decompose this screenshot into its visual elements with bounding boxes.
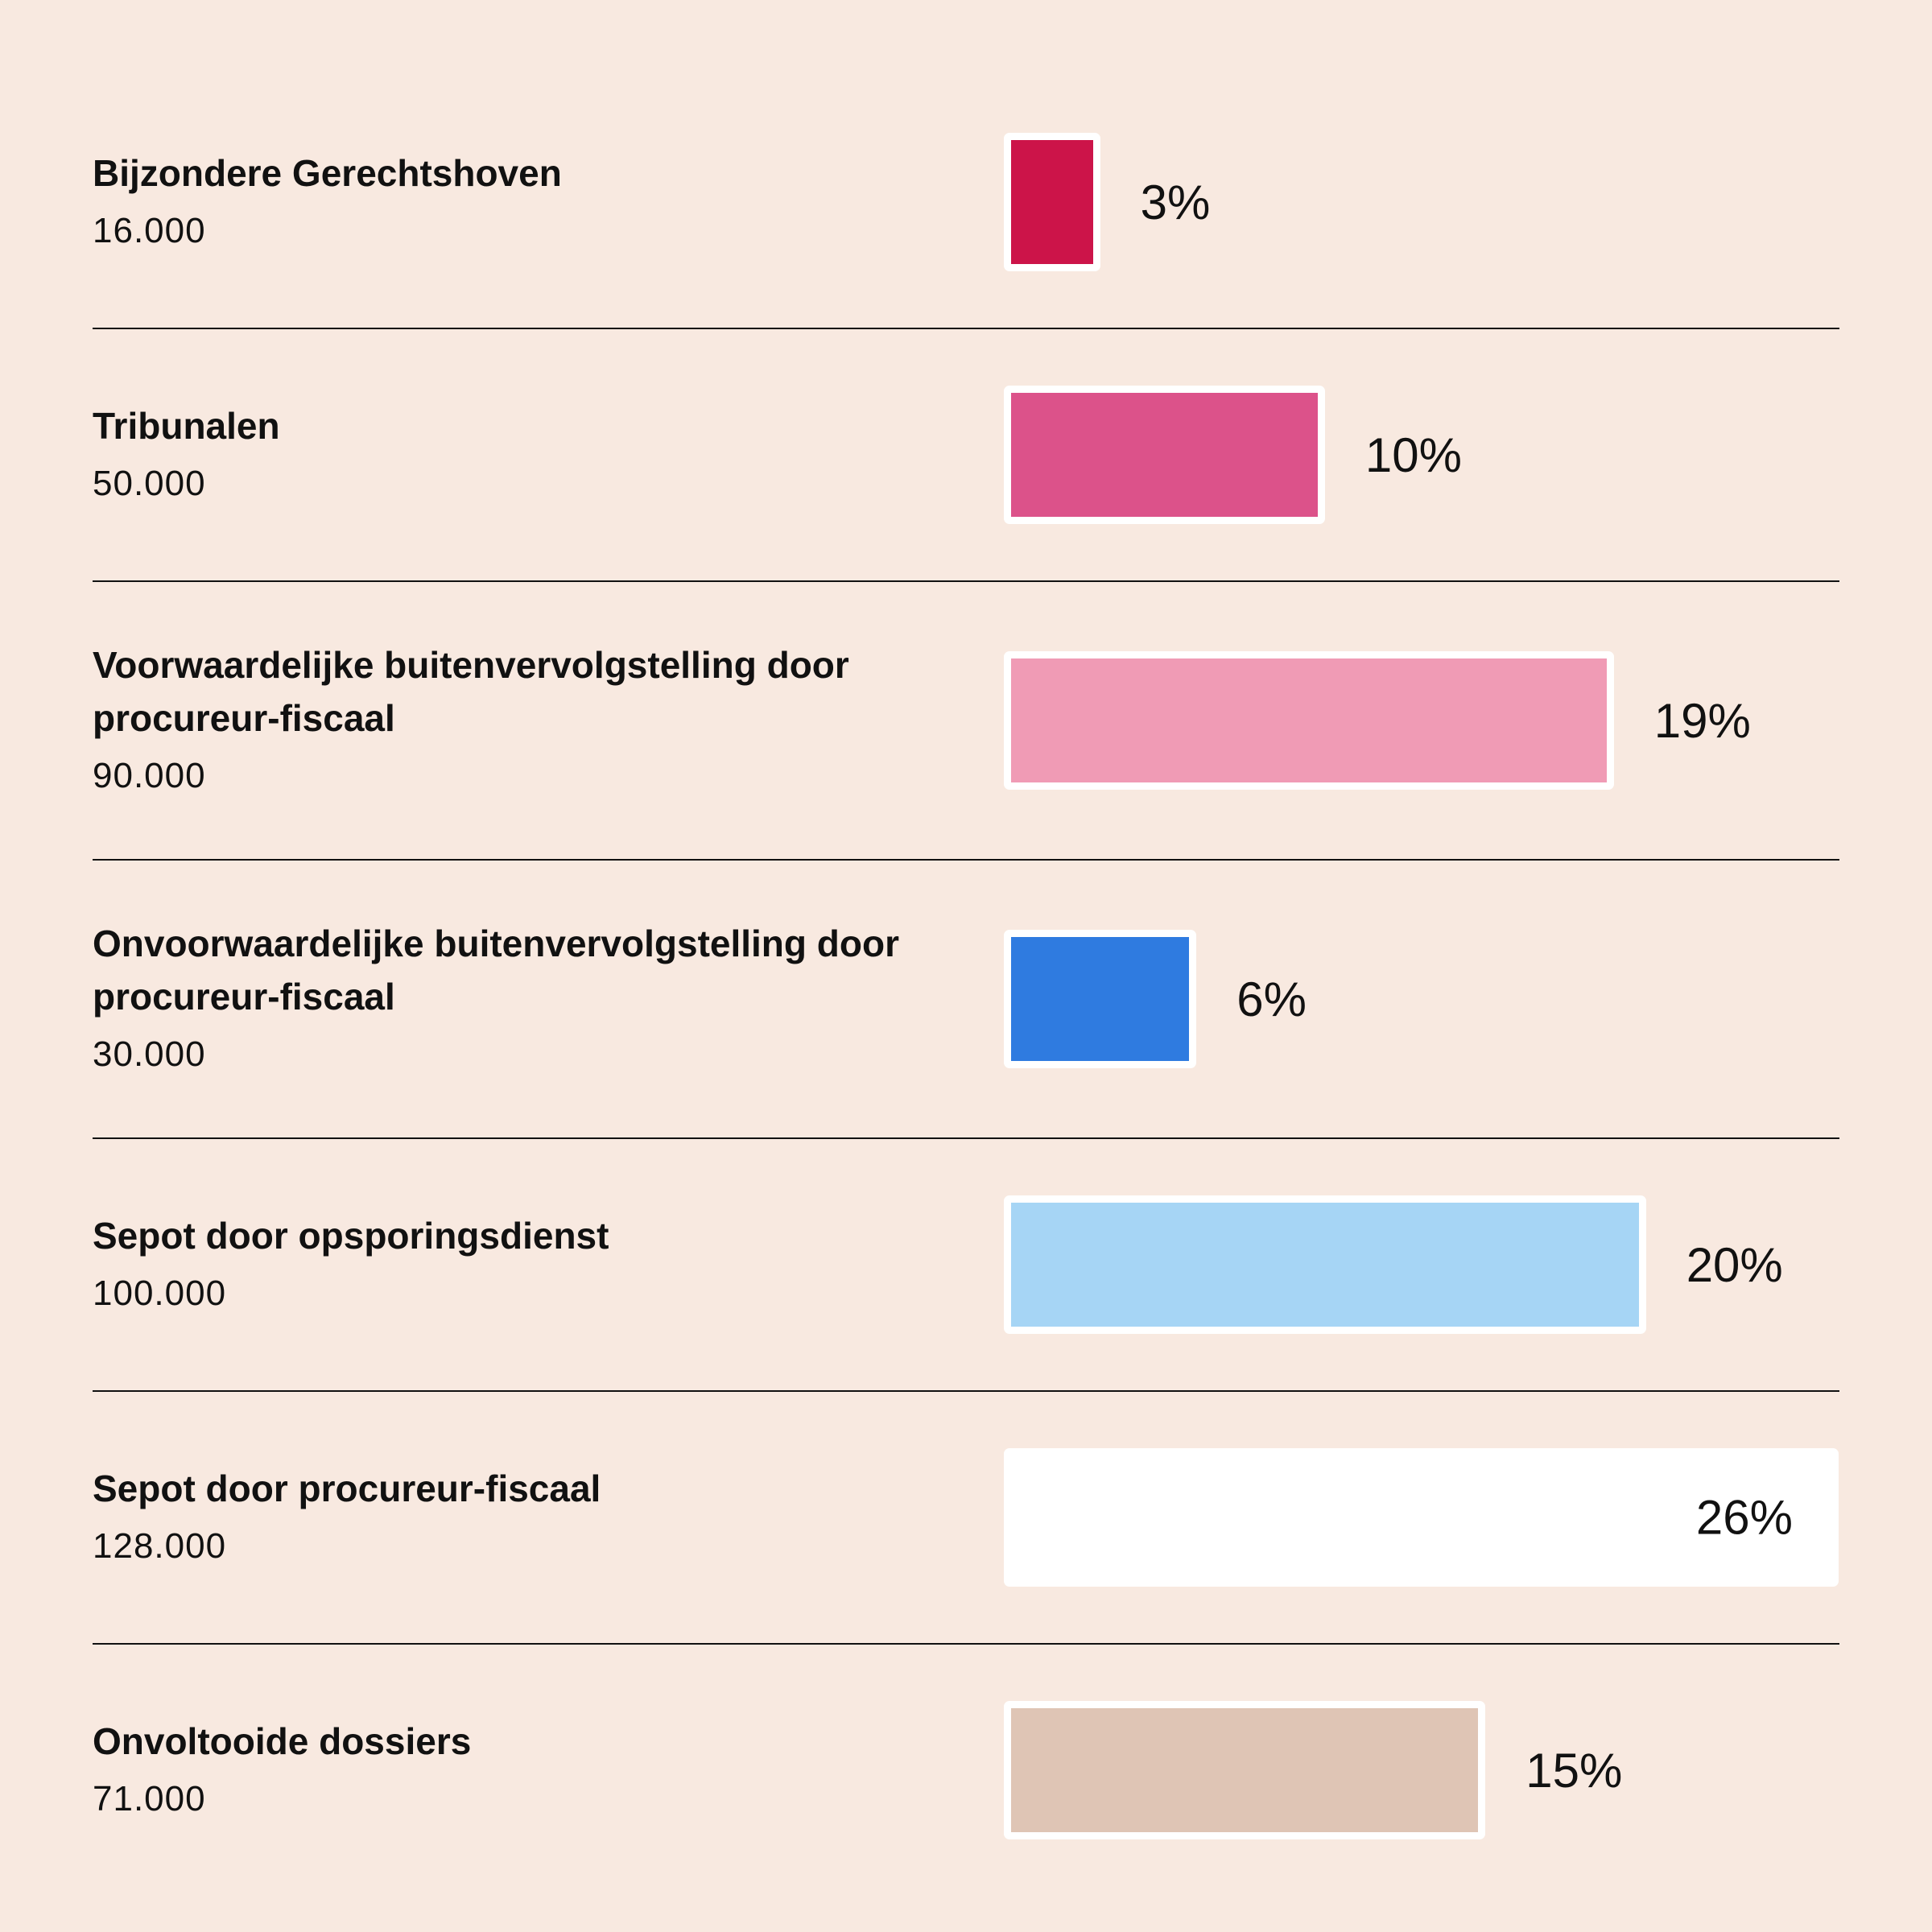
value-label: 6%	[1236, 972, 1307, 1026]
bar-area: 20%	[1004, 1195, 1839, 1334]
row: Voorwaardelijke buitenvervolgstelling do…	[93, 580, 1839, 859]
category-label: Sepot door procureur-fiscaal	[93, 1468, 601, 1509]
bar: 26%	[1004, 1448, 1839, 1587]
value-label: 19%	[1653, 693, 1751, 748]
category-label: Tribunalen	[93, 405, 280, 447]
bar-area: 6%	[1004, 930, 1839, 1068]
label: Sepot door procureur-fiscaal 128.000	[93, 1462, 1004, 1573]
count-label: 16.000	[93, 211, 206, 250]
bar	[1004, 133, 1100, 271]
bar-area: 26%	[1004, 1448, 1839, 1587]
bar	[1004, 930, 1197, 1068]
label: Tribunalen 50.000	[93, 399, 1004, 510]
label: Voorwaardelijke buitenvervolgstelling do…	[93, 638, 1004, 803]
count-label: 71.000	[93, 1779, 206, 1818]
bar	[1004, 1701, 1486, 1839]
value-label: 15%	[1525, 1743, 1623, 1798]
category-label: Onvoltooide dossiers	[93, 1720, 472, 1762]
value-label: 3%	[1140, 175, 1211, 229]
category-label: Bijzondere Gerechtshoven	[93, 152, 562, 194]
label: Onvoltooide dossiers 71.000	[93, 1715, 1004, 1826]
count-label: 100.000	[93, 1274, 227, 1313]
category-label: Onvoorwaardelijke buitenvervolgstelling …	[93, 923, 899, 1018]
count-label: 128.000	[93, 1526, 227, 1566]
bar	[1004, 386, 1325, 524]
count-label: 90.000	[93, 756, 206, 795]
count-label: 50.000	[93, 464, 206, 503]
row: Tribunalen 50.000 10%	[93, 328, 1839, 580]
label: Onvoorwaardelijke buitenvervolgstelling …	[93, 917, 1004, 1081]
row: Onvoltooide dossiers 71.000 15%	[93, 1643, 1839, 1896]
row: Onvoorwaardelijke buitenvervolgstelling …	[93, 859, 1839, 1137]
value-label: 20%	[1686, 1237, 1783, 1292]
row: Bijzondere Gerechtshoven 16.000 3%	[93, 76, 1839, 328]
bar-area: 3%	[1004, 133, 1839, 271]
category-label: Voorwaardelijke buitenvervolgstelling do…	[93, 644, 849, 739]
bar-area: 15%	[1004, 1701, 1839, 1839]
row: Sepot door opsporingsdienst 100.000 20%	[93, 1137, 1839, 1390]
category-label: Sepot door opsporingsdienst	[93, 1215, 609, 1257]
label: Sepot door opsporingsdienst 100.000	[93, 1209, 1004, 1320]
label: Bijzondere Gerechtshoven 16.000	[93, 147, 1004, 258]
value-label: 26%	[1695, 1490, 1793, 1545]
bar-area: 10%	[1004, 386, 1839, 524]
value-label: 10%	[1364, 427, 1462, 482]
bar	[1004, 651, 1614, 790]
bar	[1004, 1195, 1646, 1334]
chart: Bijzondere Gerechtshoven 16.000 3% Tribunal…	[93, 76, 1839, 1896]
count-label: 30.000	[93, 1034, 206, 1074]
row: Sepot door procureur-fiscaal 128.000 26%	[93, 1390, 1839, 1643]
bar-area: 19%	[1004, 651, 1839, 790]
